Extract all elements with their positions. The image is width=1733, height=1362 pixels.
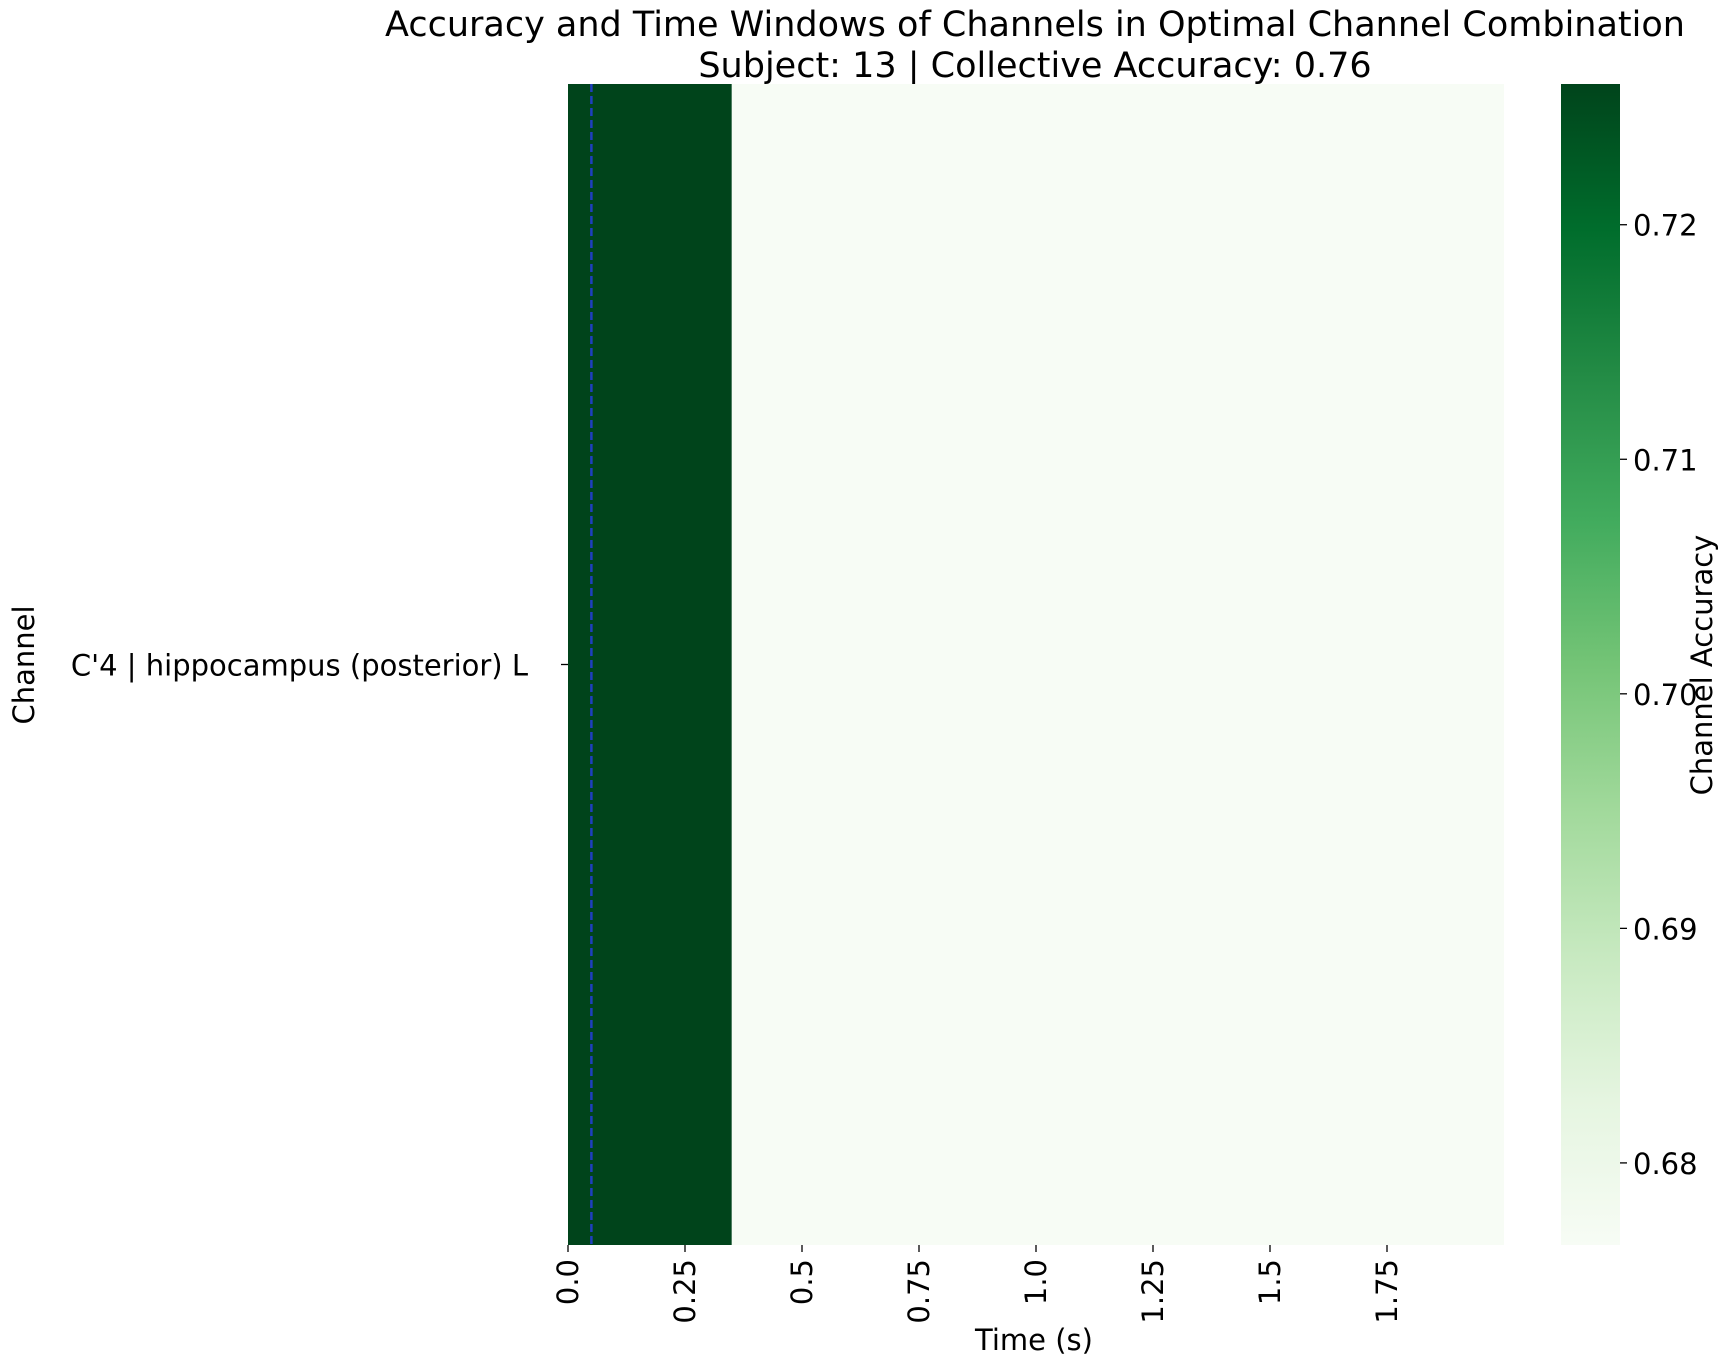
x-axis-label: Time (s) [974,1323,1093,1357]
chart-subtitle: Subject: 13 | Collective Accuracy: 0.76 [698,46,1371,86]
colorbar-tick-label: 0.72 [1633,209,1698,243]
y-axis-label: Channel [7,605,41,724]
colorbar-tick-label: 0.69 [1633,912,1698,946]
y-axis: C'4 | hippocampus (posterior) L [71,649,568,683]
colorbar-tick-label: 0.71 [1633,443,1698,477]
x-tick-label: 0.0 [551,1259,585,1305]
x-tick-label: 1.25 [1136,1259,1170,1324]
heatmap-cell [568,84,732,1245]
plot-area [568,84,1504,1245]
x-tick-label: 0.5 [785,1259,819,1305]
colorbar-gradient [1561,84,1620,1245]
chart-title: Accuracy and Time Windows of Channels in… [385,5,1685,45]
y-tick-label: C'4 | hippocampus (posterior) L [71,649,528,683]
colorbar-label: Channel Accuracy [1685,535,1719,796]
colorbar: 0.68 0.69 0.70 0.71 0.72 [1561,84,1698,1245]
x-axis: 0.0 0.25 0.5 0.75 1.0 1.25 1.5 1.75 [551,1245,1404,1324]
x-tick-label: 1.5 [1253,1259,1287,1305]
x-tick-label: 0.75 [902,1259,936,1324]
x-tick-label: 1.0 [1019,1259,1053,1305]
colorbar-tick-label: 0.68 [1633,1147,1698,1181]
x-tick-label: 0.25 [668,1259,702,1324]
x-tick-label: 1.75 [1370,1259,1404,1324]
colorbar-tick-label: 0.70 [1633,678,1698,712]
heatmap-cell [731,84,1504,1245]
